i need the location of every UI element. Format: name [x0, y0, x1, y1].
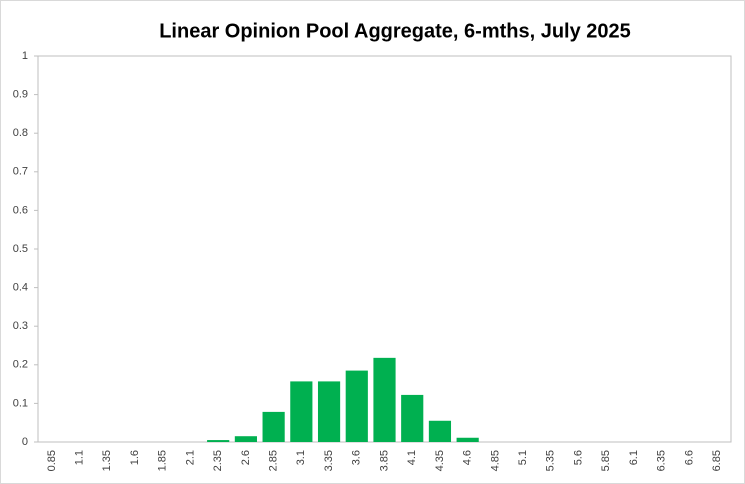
x-tick-label: 3.35: [323, 450, 335, 471]
x-tick-label: 5.35: [545, 450, 557, 471]
y-tick-label: 0.1: [13, 397, 28, 409]
bar: [317, 381, 341, 442]
y-tick-label: 0.3: [13, 320, 28, 332]
x-tick-label: 4.85: [489, 450, 501, 471]
x-tick-label: 3.6: [351, 450, 363, 465]
y-tick-label: 0.9: [13, 89, 28, 101]
x-tick-label: 6.85: [711, 450, 723, 471]
bar: [290, 381, 313, 442]
y-tick-label: 0.6: [13, 204, 28, 216]
y-tick-label: 0.4: [13, 282, 28, 294]
y-tick-label: 0.2: [13, 359, 28, 371]
x-tick-label: 4.6: [462, 450, 474, 465]
bar: [428, 420, 452, 442]
y-tick-label: 0.7: [13, 166, 28, 178]
bar: [456, 437, 479, 442]
x-tick-label: 5.85: [600, 450, 612, 471]
bar: [207, 440, 230, 442]
x-tick-label: 6.1: [628, 450, 640, 465]
x-tick-label: 4.35: [434, 450, 446, 471]
x-tick-label: 1.85: [157, 450, 169, 471]
x-tick-label: 4.1: [406, 450, 418, 465]
x-tick-label: 3.85: [378, 450, 390, 471]
x-tick-label: 2.85: [268, 450, 280, 471]
x-tick-label: 2.1: [184, 450, 196, 465]
bar: [345, 370, 368, 442]
x-tick-label: 2.35: [212, 450, 224, 471]
bar: [401, 394, 424, 442]
bar: [234, 436, 257, 442]
x-tick-label: 1.6: [129, 450, 141, 465]
bar: [262, 411, 285, 442]
bar: [373, 357, 396, 442]
chart-title: Linear Opinion Pool Aggregate, 6-mths, J…: [159, 20, 631, 42]
x-tick-label: 0.85: [46, 450, 58, 471]
x-tick-label: 1.1: [73, 450, 85, 465]
x-tick-label: 6.35: [656, 450, 668, 471]
y-tick-label: 1: [22, 50, 28, 62]
y-tick-label: 0: [22, 436, 28, 448]
x-tick-label: 3.1: [295, 450, 307, 465]
x-tick-label: 1.35: [101, 450, 113, 471]
x-tick-label: 6.6: [683, 450, 695, 465]
x-tick-label: 2.6: [240, 450, 252, 465]
y-tick-label: 0.8: [13, 127, 28, 139]
x-tick-label: 5.1: [517, 450, 529, 465]
x-tick-label: 5.6: [572, 450, 584, 465]
y-tick-label: 0.5: [13, 243, 28, 255]
